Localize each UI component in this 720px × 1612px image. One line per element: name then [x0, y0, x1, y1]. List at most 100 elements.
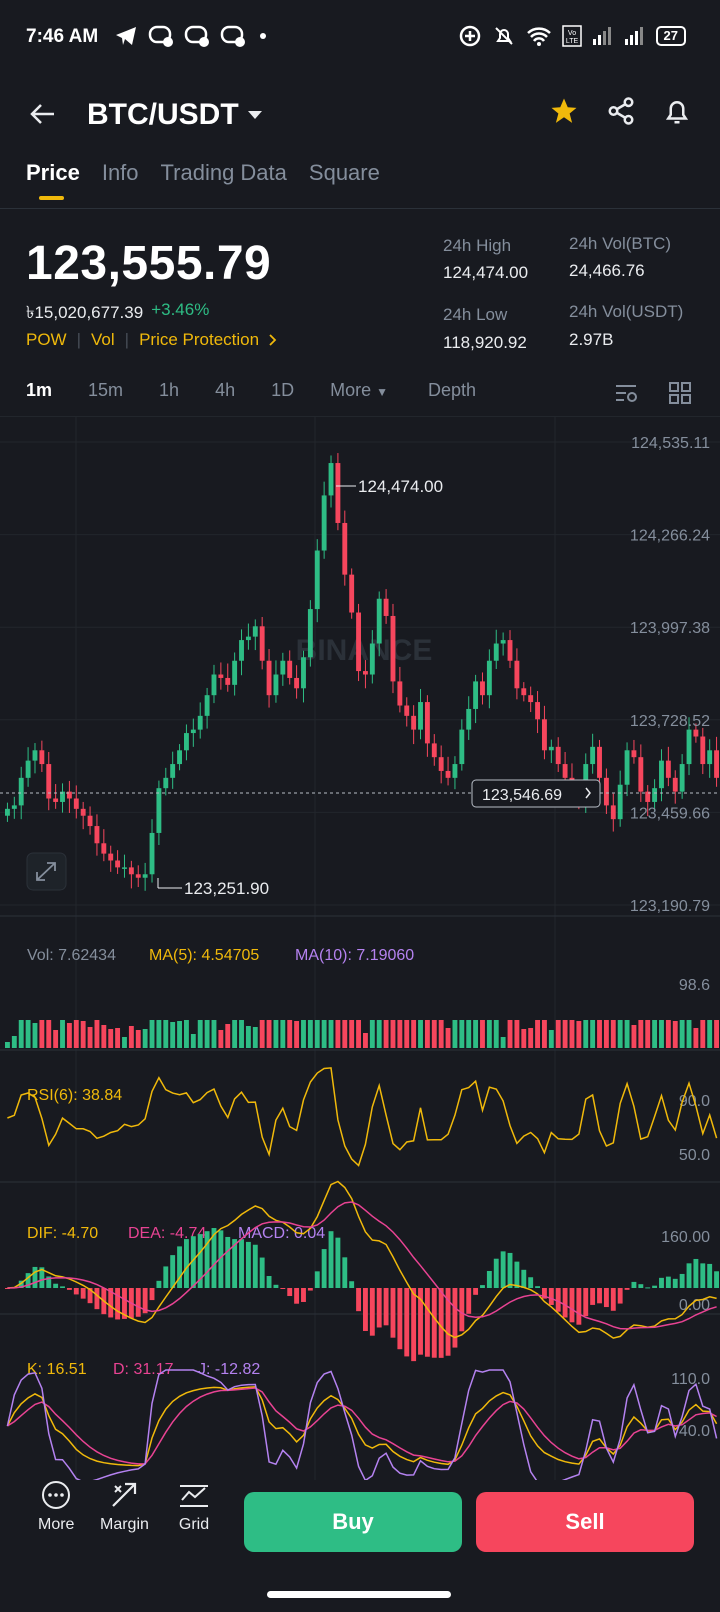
- timeframe-1d[interactable]: 1D: [271, 380, 295, 400]
- volume-bar: [411, 1020, 417, 1048]
- buy-button[interactable]: Buy: [244, 1492, 462, 1552]
- tab-trading-data[interactable]: Trading Data: [160, 160, 287, 185]
- pair-selector[interactable]: BTC/USDT: [87, 98, 263, 132]
- volume-bar: [128, 1026, 134, 1048]
- volume-bar: [521, 1029, 527, 1048]
- macd-bar: [665, 1276, 671, 1288]
- volume-bar: [363, 1033, 368, 1048]
- kline-chart[interactable]: BINANCE 124,535.11124,266.24123,997.3812…: [0, 416, 720, 1480]
- volume-bar: [163, 1020, 169, 1048]
- timeframe-1h[interactable]: 1h: [159, 380, 180, 400]
- layout-grid-icon[interactable]: [669, 382, 691, 404]
- macd-bar: [390, 1288, 396, 1338]
- volume-bar: [418, 1020, 423, 1048]
- margin-button[interactable]: Margin: [100, 1480, 149, 1534]
- volume-bar: [486, 1020, 492, 1048]
- candle: [321, 495, 327, 551]
- macd-bar: [266, 1276, 272, 1288]
- volume-bar: [665, 1020, 671, 1048]
- macd-axis-top: 160.00: [661, 1229, 710, 1246]
- tab-square[interactable]: Square: [308, 160, 380, 185]
- battery-indicator: 27: [655, 26, 686, 46]
- rsi-line: [7, 1067, 718, 1167]
- telegram-icon: [116, 27, 136, 45]
- candle: [73, 798, 79, 809]
- tag-vol[interactable]: Vol: [91, 330, 115, 349]
- timeframe-more[interactable]: More ▼: [330, 380, 389, 400]
- volume-bar: [314, 1020, 320, 1048]
- candle: [39, 750, 45, 765]
- candle: [11, 805, 17, 809]
- macd-dea-line: [7, 1201, 717, 1330]
- candle: [177, 750, 182, 765]
- volume-bar: [707, 1020, 713, 1048]
- chart-settings-icon[interactable]: [614, 382, 638, 404]
- macd-bar: [693, 1258, 699, 1288]
- macd-bar: [204, 1231, 210, 1288]
- share-icon[interactable]: [606, 96, 636, 126]
- volume-bar: [645, 1020, 651, 1048]
- timeframe-bar: 1m 15m 1h 4h 1D More ▼ Depth: [26, 380, 696, 404]
- timeframe-1m[interactable]: 1m: [26, 380, 53, 400]
- high-marker-label: 124,474.00: [358, 477, 443, 496]
- macd-bar: [707, 1263, 713, 1288]
- candle: [679, 764, 685, 792]
- volume-bar: [349, 1020, 355, 1048]
- grid-button[interactable]: Grid: [178, 1480, 210, 1534]
- volume-bars: [5, 1020, 719, 1048]
- back-arrow-icon[interactable]: [28, 102, 56, 126]
- tag-pow[interactable]: POW: [26, 330, 67, 349]
- candle: [25, 760, 31, 778]
- volume-bar: [307, 1020, 313, 1048]
- candle: [624, 750, 630, 785]
- volume-bar: [122, 1037, 127, 1048]
- volume-bar: [266, 1020, 272, 1048]
- macd-bar: [486, 1270, 492, 1288]
- volume-bar: [397, 1020, 403, 1048]
- candle: [66, 791, 72, 799]
- candles: [5, 453, 719, 891]
- macd-bar: [335, 1237, 341, 1288]
- volume-bar: [686, 1020, 692, 1048]
- volume-bar: [555, 1020, 561, 1048]
- vol-ma5-label: MA(5): 4.54705: [149, 947, 259, 964]
- candle: [80, 808, 86, 816]
- more-button[interactable]: More: [38, 1480, 74, 1534]
- macd-bar: [555, 1288, 561, 1312]
- candle: [204, 695, 210, 716]
- timeframe-15m[interactable]: 15m: [88, 380, 124, 400]
- grid-trading-icon: [180, 1485, 208, 1507]
- macd-bar: [280, 1288, 286, 1289]
- candle: [714, 750, 719, 778]
- macd-bar: [459, 1288, 465, 1332]
- volume-bar: [500, 1037, 506, 1048]
- volume-bar: [528, 1028, 534, 1048]
- last-price-tag[interactable]: 123,546.69: [471, 779, 601, 808]
- tab-price[interactable]: Price: [26, 160, 80, 200]
- high-marker: 124,474.00: [336, 477, 443, 496]
- candle: [665, 760, 671, 778]
- volume-bar: [73, 1020, 79, 1048]
- bell-icon[interactable]: [662, 96, 692, 126]
- volume-bar: [87, 1027, 93, 1048]
- macd-bar: [548, 1288, 554, 1305]
- macd-bar: [321, 1249, 327, 1288]
- timeframe-4h[interactable]: 4h: [215, 380, 236, 400]
- fullscreen-button[interactable]: [26, 852, 67, 891]
- macd-bar: [452, 1288, 458, 1348]
- volume-bar: [60, 1020, 65, 1048]
- tab-info[interactable]: Info: [101, 160, 139, 185]
- star-icon[interactable]: [548, 96, 580, 126]
- tag-price-protection[interactable]: Price Protection: [139, 330, 260, 349]
- macd-dif-label: DIF: -4.70: [27, 1225, 98, 1242]
- last-price: 123,555.79: [26, 237, 272, 290]
- candle: [397, 681, 403, 706]
- candle: [280, 660, 286, 675]
- candle: [53, 798, 59, 802]
- candle: [521, 688, 527, 696]
- macd-bar: [197, 1234, 203, 1288]
- status-time: 7:46 AM: [26, 26, 99, 47]
- macd-bar: [259, 1257, 265, 1288]
- depth-tab[interactable]: Depth: [428, 380, 477, 400]
- sell-button[interactable]: Sell: [476, 1492, 694, 1552]
